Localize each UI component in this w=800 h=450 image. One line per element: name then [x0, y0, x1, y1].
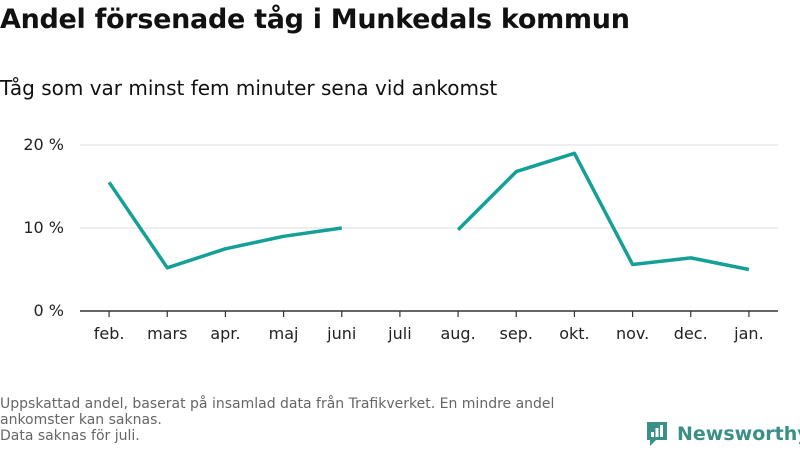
chart-title: Andel försenade tåg i Munkedals kommun: [0, 4, 630, 35]
series-lines: [107, 151, 750, 272]
x-tick-label: okt.: [559, 324, 589, 343]
x-axis: feb. mars apr. maj juni juli aug. sep. okt. nov. d…: [80, 310, 778, 343]
x-tick-label: mars: [147, 324, 187, 343]
x-tick-label: nov.: [616, 324, 649, 343]
gridlines: [80, 144, 778, 229]
footer-note-missing: Data saknas för juli.: [0, 428, 140, 444]
brand-logo: Newsworthy: [645, 420, 800, 448]
x-tick-label: juni: [326, 324, 356, 343]
x-tick-label: juli: [387, 324, 411, 343]
x-tick-label: apr.: [210, 324, 240, 343]
y-tick-label: 10 %: [23, 218, 64, 237]
footer-note-source: Uppskattad andel, baserat på insamlad da…: [0, 396, 555, 428]
x-tick-label: jan.: [733, 324, 763, 343]
x-tick-label: aug.: [440, 324, 475, 343]
footer-notes: Uppskattad andel, baserat på insamlad da…: [0, 396, 630, 444]
x-tick-label: maj: [269, 324, 299, 343]
chart-subtitle: Tåg som var minst fem minuter sena vid a…: [0, 76, 498, 100]
y-tick-label: 20 %: [23, 135, 64, 154]
line-chart: 0 % 10 % 20 % feb. mars apr. maj juni juli aug. s…: [23, 135, 778, 343]
series-line: [456, 151, 750, 272]
x-tick-label: sep.: [500, 324, 533, 343]
y-axis-ticks: 0 % 10 % 20 %: [23, 135, 64, 320]
x-tick-label: dec.: [674, 324, 708, 343]
series-line: [107, 181, 343, 270]
brand-name: Newsworthy: [677, 423, 800, 445]
x-tick-label: feb.: [94, 324, 125, 343]
bar-chart-speech-icon: [647, 422, 667, 446]
y-tick-label: 0 %: [34, 301, 64, 320]
